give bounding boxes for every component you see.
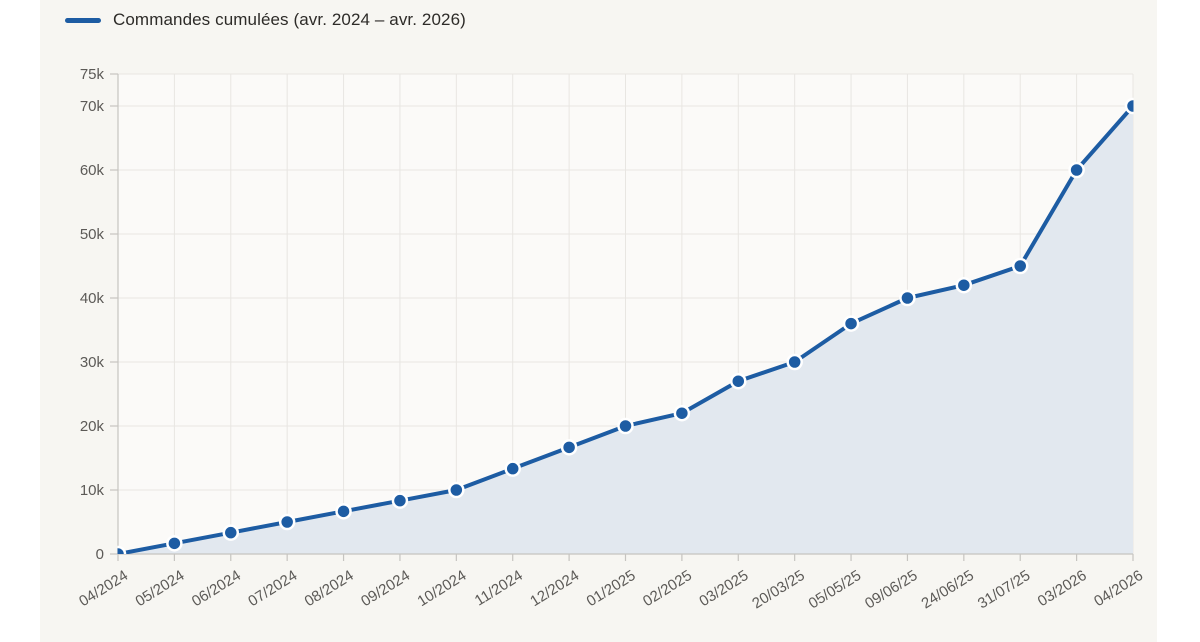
x-tick-label: 31/07/25 (975, 567, 1034, 612)
x-tick-label: 06/2024 (189, 567, 244, 610)
data-point-marker[interactable] (448, 481, 465, 499)
x-tick-label: 03/2026 (1035, 567, 1090, 610)
x-tick-label: 05/05/25 (806, 567, 865, 612)
data-point-marker[interactable] (560, 439, 578, 456)
data-point-marker[interactable] (391, 492, 409, 509)
data-point-marker[interactable] (786, 353, 803, 371)
data-point-marker[interactable] (842, 315, 860, 332)
data-point-marker[interactable] (899, 289, 916, 307)
x-tick-label: 04/2026 (1091, 567, 1146, 610)
y-tick-label: 70k (80, 98, 105, 115)
x-tick-label: 03/2025 (696, 567, 751, 610)
legend-line-swatch (65, 17, 101, 23)
x-tick-label: 20/03/25 (749, 567, 808, 612)
y-tick-label: 30k (80, 354, 105, 371)
x-tick-label: 01/2025 (584, 567, 639, 610)
data-point-marker[interactable] (504, 460, 521, 477)
y-axis-labels: 0 10k 20k 30k 40k 50k 60k 70k 75k (80, 66, 105, 563)
data-point-marker[interactable] (278, 513, 296, 531)
legend-series-label: Commandes cumulées (avr. 2024 – avr. 202… (113, 10, 466, 29)
y-tick-label: 60k (80, 162, 105, 179)
y-tick-label: 75k (80, 66, 105, 83)
x-tick-label: 04/2024 (76, 567, 131, 610)
y-tick-label: 0 (96, 546, 104, 563)
axes (110, 73, 1134, 561)
legend[interactable]: Commandes cumulées (avr. 2024 – avr. 202… (65, 10, 466, 30)
x-tick-label: 10/2024 (414, 567, 469, 610)
data-point-marker[interactable] (730, 372, 747, 390)
y-tick-label: 20k (80, 418, 105, 435)
data-point-markers (111, 97, 1140, 561)
x-tick-label: 11/2024 (472, 567, 526, 610)
data-point-marker[interactable] (1011, 257, 1029, 275)
x-tick-label: 07/2024 (245, 567, 300, 610)
data-point-marker[interactable] (673, 404, 691, 422)
data-point-marker[interactable] (955, 276, 973, 294)
y-tick-label: 10k (80, 482, 105, 499)
x-tick-label: 24/06/25 (918, 567, 977, 612)
data-point-marker[interactable] (1124, 97, 1140, 115)
data-point-marker[interactable] (617, 417, 634, 435)
data-point-marker[interactable] (166, 535, 183, 552)
x-tick-label: 09/2024 (358, 567, 413, 610)
data-point-marker[interactable] (1068, 161, 1085, 179)
y-tick-label: 50k (80, 226, 105, 243)
x-tick-label: 02/2025 (640, 567, 695, 610)
x-tick-label: 08/2024 (302, 567, 357, 610)
x-axis-labels: 04/2024 05/2024 06/2024 07/2024 08/2024 09/20… (76, 567, 1146, 612)
y-tick-label: 40k (80, 290, 105, 307)
data-point-marker[interactable] (222, 524, 240, 541)
series-area-fill (118, 106, 1133, 554)
data-point-marker[interactable] (335, 503, 352, 520)
x-tick-label: 05/2024 (133, 567, 188, 610)
x-tick-label: 09/06/25 (862, 567, 921, 612)
data-point-marker[interactable] (111, 545, 127, 561)
x-tick-label: 12/2024 (527, 567, 582, 610)
